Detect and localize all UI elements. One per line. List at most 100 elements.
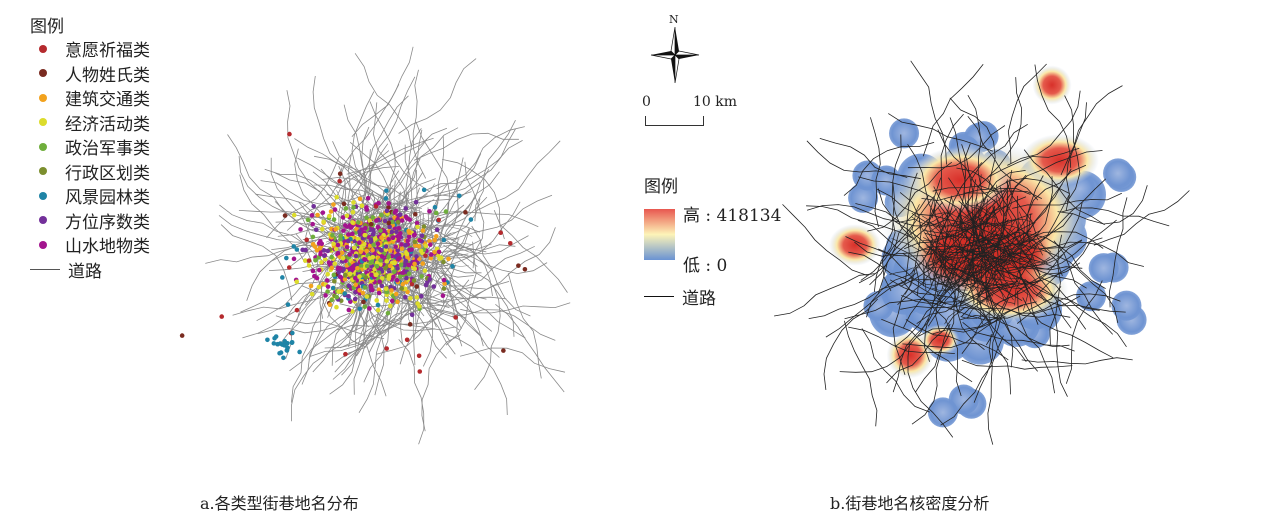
street-name-point bbox=[428, 255, 434, 261]
street-name-point bbox=[432, 249, 437, 255]
street-name-point bbox=[376, 200, 381, 206]
road bbox=[351, 46, 414, 137]
street-name-point bbox=[396, 225, 402, 231]
road bbox=[940, 335, 1004, 426]
road bbox=[960, 302, 1011, 395]
street-name-point bbox=[419, 293, 424, 299]
road bbox=[1033, 254, 1063, 266]
road bbox=[938, 251, 985, 351]
road bbox=[933, 251, 945, 282]
street-name-point bbox=[428, 252, 434, 257]
street-name-point bbox=[277, 350, 282, 356]
road bbox=[425, 140, 523, 191]
road bbox=[994, 176, 1053, 259]
street-name-point bbox=[384, 298, 389, 303]
road bbox=[843, 142, 935, 196]
street-name-point bbox=[507, 241, 513, 246]
road bbox=[967, 123, 1028, 212]
street-name-point bbox=[516, 263, 521, 268]
street-name-point bbox=[338, 237, 343, 242]
street-name-point bbox=[413, 243, 418, 248]
road bbox=[1022, 279, 1028, 311]
street-name-point bbox=[353, 253, 359, 259]
road bbox=[334, 137, 434, 190]
street-name-point bbox=[379, 248, 385, 253]
road bbox=[986, 293, 992, 325]
street-name-point bbox=[310, 268, 316, 274]
road bbox=[398, 265, 426, 284]
street-name-point bbox=[385, 310, 391, 316]
road bbox=[922, 235, 955, 241]
density-blob-low bbox=[889, 118, 920, 149]
street-name-point bbox=[303, 247, 308, 253]
road bbox=[956, 167, 1024, 249]
road bbox=[907, 340, 954, 438]
road bbox=[969, 250, 997, 267]
street-name-point bbox=[383, 286, 389, 292]
road bbox=[332, 305, 416, 380]
road bbox=[819, 138, 921, 180]
street-name-point bbox=[368, 283, 374, 288]
street-name-point bbox=[427, 208, 432, 214]
legend-item: 建筑交通类 bbox=[30, 86, 150, 110]
road bbox=[774, 273, 876, 317]
road bbox=[996, 268, 1100, 311]
street-name-point bbox=[441, 259, 446, 265]
street-name-point bbox=[282, 213, 288, 218]
road bbox=[1065, 102, 1087, 211]
road bbox=[984, 282, 1016, 290]
street-name-point bbox=[357, 306, 363, 312]
road bbox=[993, 257, 1006, 287]
road bbox=[951, 197, 963, 227]
street-name-point bbox=[407, 247, 412, 253]
road bbox=[985, 266, 994, 297]
road bbox=[860, 196, 935, 281]
street-name-point bbox=[331, 202, 336, 207]
street-name-point bbox=[333, 226, 338, 232]
road bbox=[354, 293, 456, 331]
street-name-point bbox=[415, 224, 420, 230]
street-name-point bbox=[312, 273, 317, 279]
category-dot-icon bbox=[39, 216, 47, 225]
road bbox=[981, 260, 995, 289]
road bbox=[953, 276, 984, 288]
road bbox=[931, 113, 964, 219]
category-dot-icon bbox=[39, 93, 47, 102]
street-name-point bbox=[371, 242, 376, 248]
street-name-point bbox=[351, 245, 357, 251]
street-name-point bbox=[325, 271, 330, 277]
street-name-point bbox=[399, 218, 405, 223]
road bbox=[964, 207, 984, 235]
street-name-point bbox=[370, 247, 375, 253]
road bbox=[426, 276, 441, 306]
road bbox=[988, 219, 1009, 246]
road bbox=[975, 206, 992, 235]
road bbox=[373, 102, 408, 206]
road bbox=[433, 274, 444, 305]
road bbox=[901, 282, 1008, 305]
street-name-point bbox=[414, 284, 420, 289]
road bbox=[944, 269, 967, 294]
street-name-point bbox=[330, 233, 335, 238]
street-name-point bbox=[379, 283, 385, 289]
street-name-point bbox=[375, 307, 381, 313]
street-name-point bbox=[362, 232, 368, 238]
road bbox=[301, 299, 366, 385]
street-name-point bbox=[329, 254, 334, 260]
street-name-point bbox=[348, 225, 354, 230]
street-name-point bbox=[355, 236, 361, 242]
road bbox=[983, 222, 1005, 247]
road bbox=[900, 230, 997, 287]
street-name-point bbox=[419, 233, 425, 239]
street-name-point bbox=[441, 286, 447, 291]
street-name-point bbox=[393, 208, 399, 214]
road bbox=[291, 297, 325, 403]
street-name-point bbox=[330, 285, 336, 291]
street-name-point bbox=[359, 203, 365, 209]
street-name-point bbox=[386, 254, 392, 259]
street-name-point bbox=[342, 291, 348, 296]
street-name-point bbox=[364, 248, 370, 254]
road bbox=[1038, 291, 1068, 397]
road bbox=[1038, 241, 1144, 267]
